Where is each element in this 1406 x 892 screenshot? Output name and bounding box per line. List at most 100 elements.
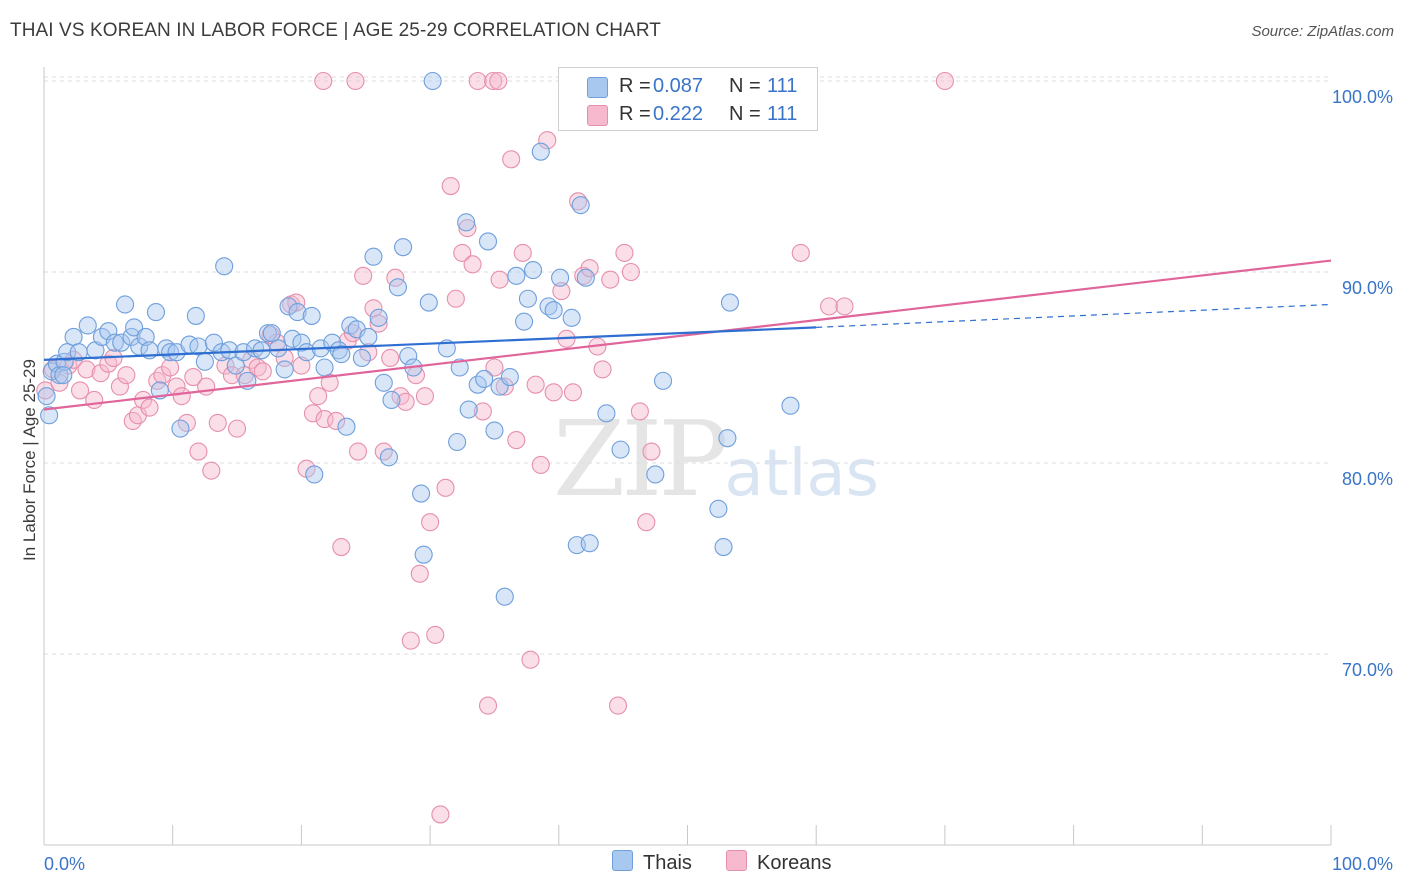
point-thais bbox=[337, 417, 356, 436]
point-koreans bbox=[374, 442, 393, 461]
legend-n-value: 111 bbox=[767, 103, 798, 125]
point-koreans bbox=[315, 410, 334, 429]
point-koreans bbox=[608, 696, 628, 715]
point-koreans bbox=[574, 266, 593, 285]
point-koreans bbox=[526, 375, 545, 394]
point-koreans bbox=[630, 402, 649, 421]
point-koreans bbox=[303, 404, 323, 423]
point-koreans bbox=[513, 243, 532, 262]
point-thais bbox=[246, 339, 265, 358]
point-koreans bbox=[473, 402, 492, 421]
point-koreans bbox=[346, 71, 365, 91]
point-thais bbox=[478, 232, 498, 251]
x-tick-label: 0.0% bbox=[44, 854, 85, 874]
point-thais bbox=[379, 448, 398, 467]
bottom-legend-swatch-koreans bbox=[726, 850, 747, 871]
point-thais bbox=[515, 312, 534, 331]
y-tick-label: 100.0% bbox=[1332, 87, 1393, 107]
point-koreans bbox=[401, 631, 420, 650]
point-koreans bbox=[453, 243, 472, 262]
point-thais bbox=[388, 278, 407, 297]
bottom-legend-koreans: Koreans bbox=[726, 850, 832, 875]
point-thais bbox=[423, 71, 442, 91]
point-koreans bbox=[502, 150, 521, 169]
source-credit: Source: ZipAtlas.com bbox=[1251, 23, 1394, 40]
watermark: ZIPatlas bbox=[553, 398, 879, 520]
point-koreans bbox=[436, 478, 455, 497]
legend-row-thais: R = 0.087 N = 111 bbox=[559, 72, 817, 100]
point-thais bbox=[305, 465, 324, 484]
point-koreans bbox=[621, 262, 640, 282]
x-tick-label: 100.0% bbox=[1332, 854, 1393, 874]
point-thais bbox=[112, 333, 131, 352]
point-thais bbox=[54, 366, 73, 385]
point-koreans bbox=[441, 177, 460, 196]
legend-r-label: R = bbox=[619, 75, 651, 97]
point-koreans bbox=[538, 131, 557, 150]
point-koreans bbox=[85, 390, 104, 410]
bottom-legend-label-koreans: Koreans bbox=[757, 852, 832, 874]
point-koreans bbox=[835, 297, 854, 316]
point-thais bbox=[646, 465, 665, 484]
point-thais bbox=[105, 333, 124, 352]
point-koreans bbox=[463, 255, 482, 274]
point-koreans bbox=[415, 387, 435, 406]
y-tick-label: 80.0% bbox=[1342, 469, 1393, 489]
point-koreans bbox=[791, 243, 810, 262]
point-thais bbox=[394, 238, 413, 257]
point-koreans bbox=[935, 71, 954, 91]
point-koreans bbox=[110, 377, 129, 396]
point-koreans bbox=[117, 366, 136, 385]
point-koreans bbox=[446, 289, 465, 308]
point-koreans bbox=[615, 243, 634, 262]
point-thais bbox=[500, 367, 519, 387]
point-thais bbox=[457, 213, 476, 232]
legend-r-label: R = bbox=[619, 103, 651, 125]
legend-n-label: N = bbox=[729, 103, 761, 125]
point-thais bbox=[562, 308, 581, 327]
point-thais bbox=[195, 352, 214, 371]
tick-labels: 70.0% 80.0% 90.0% 100.0% 0.0% 100.0% bbox=[44, 87, 1393, 874]
point-thais bbox=[302, 306, 321, 325]
point-koreans bbox=[314, 71, 333, 91]
watermark-zip: ZIP bbox=[553, 398, 728, 520]
watermark-atlas: atlas bbox=[724, 437, 879, 511]
point-koreans bbox=[580, 259, 599, 278]
legend-swatch-thais bbox=[587, 77, 608, 98]
chart-title: THAI VS KOREAN IN LABOR FORCE | AGE 25-2… bbox=[10, 20, 661, 41]
point-thais bbox=[315, 358, 334, 377]
point-thais bbox=[571, 196, 590, 215]
point-koreans bbox=[601, 270, 620, 289]
legend-n-label: N = bbox=[729, 75, 761, 97]
point-koreans bbox=[253, 362, 272, 381]
point-thais bbox=[597, 404, 616, 423]
point-thais bbox=[507, 266, 526, 285]
point-thais bbox=[332, 345, 351, 364]
point-koreans bbox=[426, 625, 445, 644]
point-thais bbox=[269, 339, 288, 358]
point-koreans bbox=[216, 356, 235, 375]
point-koreans bbox=[70, 381, 90, 400]
point-koreans bbox=[91, 364, 110, 383]
point-koreans bbox=[552, 282, 571, 301]
point-koreans bbox=[485, 358, 504, 377]
point-koreans bbox=[123, 411, 142, 431]
point-thais bbox=[448, 432, 467, 452]
point-koreans bbox=[593, 360, 612, 379]
point-thais bbox=[364, 247, 383, 266]
point-thais bbox=[99, 322, 118, 341]
point-koreans bbox=[184, 367, 203, 387]
point-koreans bbox=[396, 392, 415, 411]
trend-line-thais-extension bbox=[816, 303, 1332, 328]
point-thais bbox=[283, 329, 302, 348]
point-thais bbox=[161, 343, 180, 362]
point-koreans bbox=[77, 360, 96, 379]
axes bbox=[43, 67, 1332, 846]
point-koreans bbox=[153, 366, 172, 385]
point-thais bbox=[40, 406, 59, 425]
point-koreans bbox=[531, 455, 550, 474]
point-koreans bbox=[189, 442, 208, 461]
point-koreans bbox=[208, 413, 227, 432]
point-thais bbox=[580, 534, 599, 553]
point-koreans bbox=[431, 805, 450, 824]
